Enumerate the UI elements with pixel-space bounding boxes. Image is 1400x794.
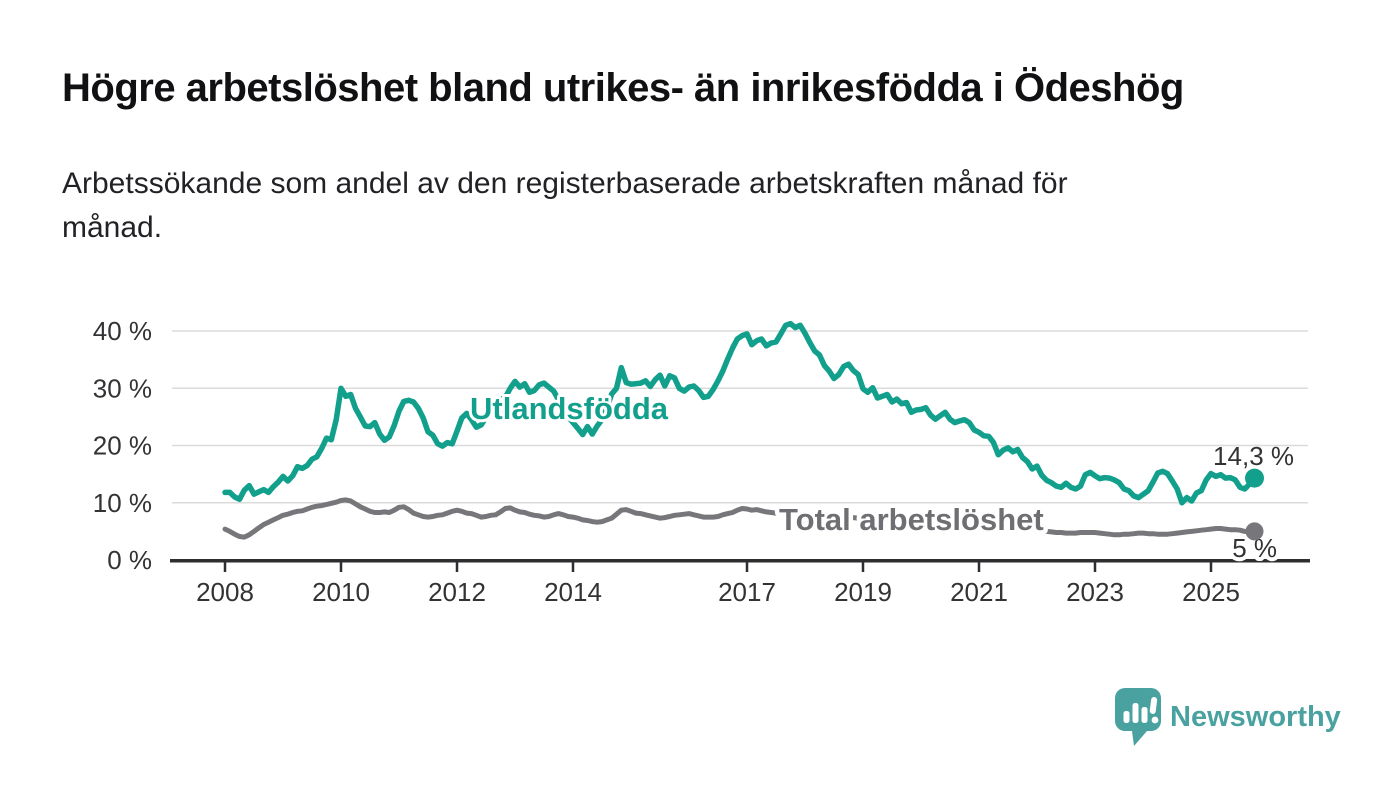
y-tick-label: 0 % <box>107 545 152 575</box>
chart-series-lines <box>222 320 1258 540</box>
end-value-label-utlandsfodda: 14,3 % <box>1213 441 1294 471</box>
series-end-dot-total <box>1245 522 1264 541</box>
y-tick-label: 30 % <box>93 373 152 403</box>
newsworthy-logo-icon <box>1115 688 1161 746</box>
logo-exclamation-dot <box>1151 716 1159 724</box>
chart-subtitle-line1: Arbetssökande som andel av den registerb… <box>62 167 1068 200</box>
series-label-utlandsfodda: Utlandsfödda <box>470 391 669 426</box>
x-tick-label: 2025 <box>1182 577 1240 607</box>
logo-exclamation-stem <box>1149 697 1158 714</box>
y-tick-label: 40 % <box>93 316 152 346</box>
x-tick-label: 2014 <box>544 577 602 607</box>
x-tick-label: 2012 <box>428 577 486 607</box>
logo-bar-1 <box>1123 711 1130 723</box>
logo-bar-3 <box>1141 707 1148 723</box>
chart-gridlines <box>172 330 1308 504</box>
logo-bar-2 <box>1132 703 1139 723</box>
series-line-utlandsfodda <box>222 320 1258 506</box>
series-label-total-arbetsloshet: Total arbetslöshet <box>779 502 1044 537</box>
x-tick-label: 2008 <box>196 577 254 607</box>
y-tick-label: 10 % <box>93 488 152 518</box>
newsworthy-brand: Newsworthy <box>1115 688 1341 746</box>
x-tick-label: 2017 <box>718 577 776 607</box>
x-tick-label: 2010 <box>312 577 370 607</box>
x-tick-label: 2021 <box>950 577 1008 607</box>
x-tick-label: 2019 <box>834 577 892 607</box>
chart-axes: 0 % 10 % 20 % 30 % 40 % 2008 2010 2012 2014 2017 2… <box>93 316 1310 607</box>
series-line-total <box>222 497 1257 540</box>
series-end-dot-utlandsfodda <box>1245 468 1264 488</box>
page-title: Högre arbetslöshet bland utrikes- än inr… <box>62 66 1184 110</box>
chart-subtitle: Arbetssökande som andel av den registerb… <box>62 162 1302 249</box>
y-tick-label: 20 % <box>93 431 152 461</box>
series-end-dots <box>1245 468 1264 541</box>
brand-name: Newsworthy <box>1170 701 1341 733</box>
x-tick-label: 2023 <box>1066 577 1124 607</box>
chart-subtitle-line2: månad. <box>62 210 163 244</box>
